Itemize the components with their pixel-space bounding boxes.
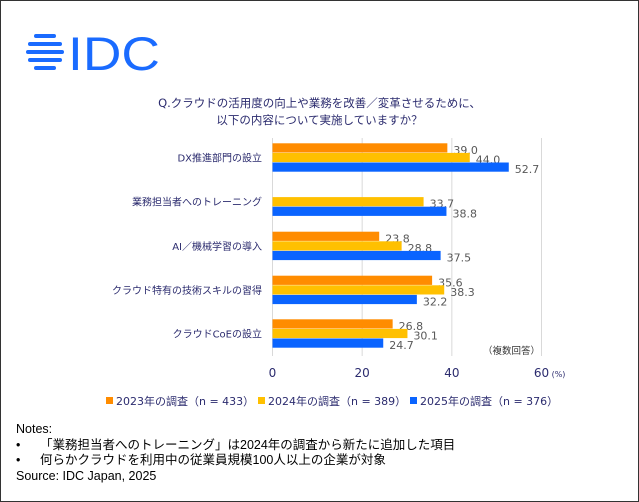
bar — [272, 338, 384, 348]
bar — [272, 285, 445, 295]
legend-label: 2023年の調査（n = 433） — [116, 394, 254, 408]
data-label: 30.1 — [413, 330, 438, 343]
bar — [272, 197, 424, 207]
data-label: 38.3 — [450, 286, 475, 299]
x-tick-label: 0 — [269, 366, 277, 380]
legend-swatch — [258, 397, 265, 404]
legend-label: 2024年の調査（n = 389） — [268, 394, 406, 408]
chart-title-line-2: 以下の内容について実施していますか？ — [216, 113, 423, 127]
legend-swatch — [410, 397, 417, 404]
bar — [272, 319, 393, 329]
bar — [272, 328, 408, 339]
bar — [272, 143, 448, 153]
bar — [272, 206, 447, 216]
bar — [272, 250, 441, 261]
legend-label: 2025年の調査（n = 376） — [420, 394, 558, 408]
bar — [272, 275, 433, 285]
category-label: DX推進部門の設立 — [177, 152, 262, 165]
note-item-1: • 「業務担当者へのトレーニング」は2024年の調査から新たに追加した項目 — [16, 437, 456, 452]
bar — [272, 241, 402, 251]
logo-text: IDC — [68, 32, 160, 72]
notes-heading: Notes: — [16, 422, 53, 436]
category-label: クラウドCoEの設立 — [173, 328, 262, 341]
data-label: 52.7 — [515, 163, 540, 176]
notes: Notes: • 「業務担当者へのトレーニング」は2024年の調査から新たに追加し… — [16, 422, 455, 484]
bar — [272, 162, 509, 172]
x-unit-label: (%) — [552, 370, 566, 379]
note-item-2: • 何らかクラウドを利用中の従業員規模100人以上の企業が対象 — [16, 453, 386, 467]
legend-swatch — [106, 397, 113, 404]
idc-logo: IDC — [26, 32, 160, 72]
data-label: 35.6 — [438, 276, 463, 289]
x-tick-label: 40 — [444, 366, 459, 380]
bar — [272, 231, 380, 241]
x-tick-label: 20 — [355, 366, 370, 380]
data-label: 37.5 — [447, 252, 472, 265]
x-tick-label: 60 — [534, 366, 549, 380]
source-text: Source: IDC Japan, 2025 — [16, 468, 157, 483]
annotation-multiple-answers: （複数回答） — [483, 345, 540, 357]
category-label: 業務担当者へのトレーニング — [132, 196, 262, 209]
bar — [272, 294, 417, 305]
category-label: クラウド特有の技術スキルの習得 — [112, 284, 262, 297]
bar-chart: 0 20 40 60 (%)DX推進部門の設立39.044.052.7業務担当者へのトレ… — [106, 138, 566, 408]
chart-title-line-1: Q.クラウドの活用度の向上や業務を改善／変革させるために、 — [158, 96, 481, 110]
data-label: 32.2 — [423, 296, 448, 309]
category-label: AI／機械学習の導入 — [172, 240, 262, 253]
data-label: 38.8 — [452, 207, 477, 220]
data-label: 24.7 — [389, 339, 414, 352]
bar — [272, 152, 470, 163]
